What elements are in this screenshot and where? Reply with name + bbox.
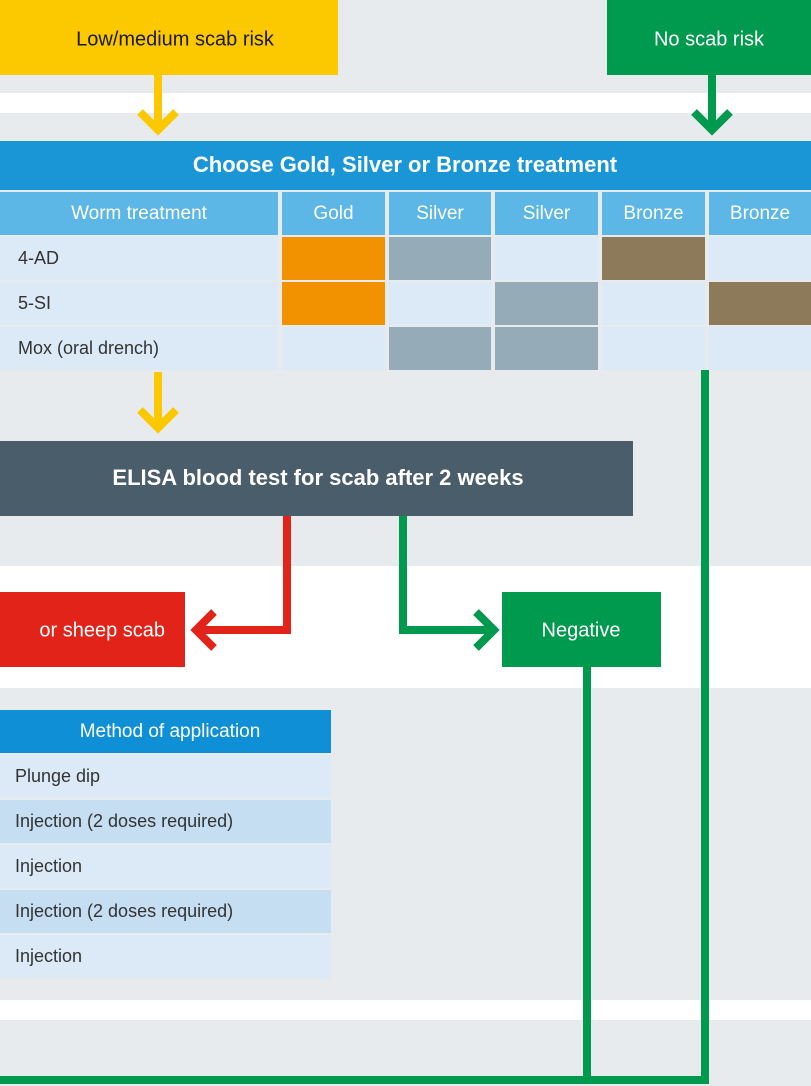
method-header: Method of application — [80, 721, 261, 742]
arrow-head — [691, 109, 733, 136]
table-cell — [389, 327, 491, 370]
method-header-bg — [0, 710, 331, 753]
test-box — [0, 441, 633, 516]
method-label: Injection (2 doses required) — [15, 901, 233, 921]
table-cell — [709, 282, 811, 325]
header-label: Worm treatment — [71, 203, 208, 224]
method-label: Injection — [15, 946, 82, 966]
table-cell — [389, 282, 491, 325]
table-title-bg — [0, 141, 811, 190]
table-cell — [602, 237, 705, 280]
table-cell — [282, 327, 385, 370]
method-label: Injection (2 doses required) — [15, 811, 233, 831]
header-cell — [282, 192, 385, 235]
arrow-head — [473, 609, 500, 651]
table-cell — [389, 237, 491, 280]
table-cell — [282, 237, 385, 280]
table-cell — [602, 327, 705, 370]
header-label: Gold — [313, 203, 353, 224]
method-label: Plunge dip — [15, 766, 100, 786]
box-label: No scab risk — [654, 28, 765, 50]
arrow-head — [137, 109, 179, 136]
band — [0, 93, 811, 113]
header-cell — [0, 192, 278, 235]
table-cell — [0, 327, 278, 370]
arrow-line — [399, 516, 494, 634]
arrow-head — [190, 609, 217, 651]
row-label: 5-SI — [18, 293, 51, 313]
box-label: or sheep scab — [39, 619, 165, 641]
connectors — [0, 75, 733, 1084]
box-label: Negative — [542, 619, 621, 641]
header-label: Silver — [416, 203, 464, 224]
table-cell — [282, 282, 385, 325]
risk-box — [0, 0, 338, 75]
method-cell — [0, 890, 331, 933]
method-cell — [0, 755, 331, 798]
table-cell — [0, 282, 278, 325]
header-label: Bronze — [623, 203, 683, 224]
result-box — [502, 592, 661, 667]
method-table: Plunge dip Injection (2 doses required) In… — [0, 755, 331, 978]
header-cell — [389, 192, 491, 235]
line — [0, 370, 709, 1084]
risk-box — [607, 0, 811, 75]
header-label: Silver — [523, 203, 571, 224]
method-cell — [0, 845, 331, 888]
table-cell — [709, 237, 811, 280]
method-cell — [0, 935, 331, 978]
treatment-table: Worm treatment Gold Silver Silver Bronze Bron… — [0, 192, 811, 370]
arrow-line — [196, 516, 291, 634]
table-cell — [602, 282, 705, 325]
table-title: Choose Gold, Silver or Bronze treatment — [193, 152, 618, 177]
table-cell — [495, 282, 598, 325]
arrow-head — [137, 407, 179, 434]
table-cell — [495, 237, 598, 280]
box-label: ELISA blood test for scab after 2 weeks — [112, 465, 523, 490]
header-cell — [495, 192, 598, 235]
row-label: 4-AD — [18, 248, 59, 268]
table-cell — [495, 327, 598, 370]
result-box — [0, 592, 185, 667]
method-cell — [0, 800, 331, 843]
table-cell — [709, 327, 811, 370]
band — [0, 1000, 811, 1020]
header-cell — [602, 192, 705, 235]
header-label: Bronze — [730, 203, 790, 224]
box-label: Low/medium scab risk — [76, 28, 275, 50]
table-cell — [0, 237, 278, 280]
row-label: Mox (oral drench) — [18, 338, 159, 358]
header-cell — [709, 192, 811, 235]
method-label: Injection — [15, 856, 82, 876]
